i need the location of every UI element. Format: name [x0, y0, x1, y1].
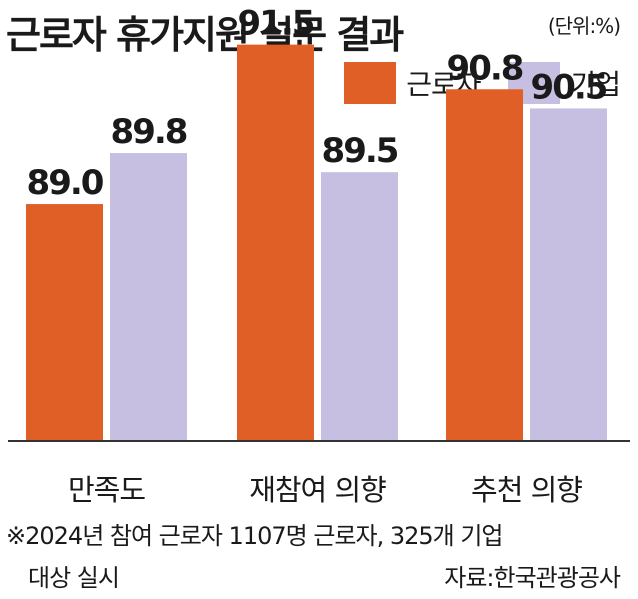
data-label-worker-1: 91.5	[238, 4, 314, 44]
bar-company-2	[530, 108, 607, 441]
data-label-worker-2: 90.8	[447, 48, 523, 88]
chart-title: 근로자 휴가지원 설문 결과	[6, 13, 404, 57]
unit-label: (단위:%)	[547, 14, 621, 38]
legend-swatch-worker	[344, 62, 397, 104]
source-label: 자료:한국관광공사	[444, 564, 621, 592]
bar-worker-1	[237, 44, 314, 440]
footnote: ※2024년 참여 근로자 1107명 근로자, 325개 기업	[6, 522, 504, 550]
category-label-2: 추천 의향	[471, 473, 582, 507]
category-label-0: 만족도	[68, 473, 145, 507]
bar-worker-2	[446, 89, 523, 440]
legend-label-company: 기업	[570, 68, 621, 101]
bar-company-0	[110, 153, 187, 441]
data-label-company-0: 89.8	[111, 112, 187, 152]
data-label-company-1: 89.5	[322, 131, 398, 171]
data-label-worker-0: 89.0	[27, 163, 104, 203]
bar-company-1	[321, 172, 398, 440]
bar-chart: 89.089.8 만족도 91.5 89.5 재참여 의향 90.8 90.5 추천 의향	[8, 4, 630, 507]
footnote-line2: 대상 실시	[28, 564, 120, 592]
data-label-company-2: 90.5	[531, 67, 607, 107]
bar-worker-0	[26, 204, 103, 440]
category-label-1: 재참여 의향	[249, 473, 386, 507]
